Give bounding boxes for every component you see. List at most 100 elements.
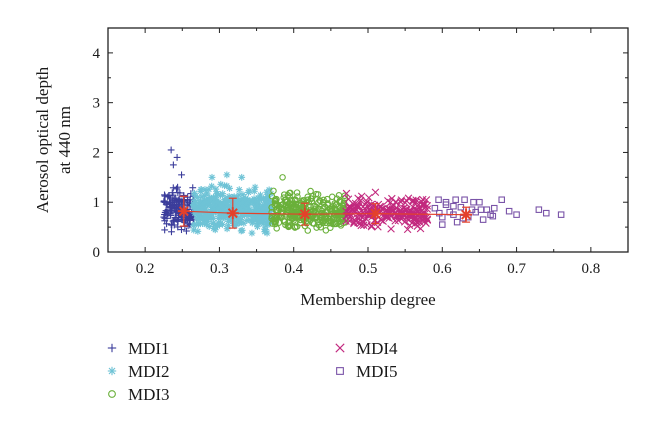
mdi3-point: [330, 202, 337, 210]
mdi5-point: [498, 196, 505, 204]
mdi3-point: [318, 209, 326, 217]
mdi5-point: [513, 211, 520, 218]
mdi4-point: [420, 201, 428, 209]
mdi3-point: [287, 211, 295, 219]
legend-item-mdi2: MDI2: [107, 362, 170, 381]
mdi1-point: [173, 154, 181, 161]
mdi2-point: [240, 200, 248, 208]
x-tick-label: 0.4: [284, 261, 303, 277]
mdi2-point: [203, 218, 211, 226]
mdi1-point: [185, 214, 193, 222]
mdi3-point: [286, 222, 294, 229]
legend-label: MDI1: [128, 339, 170, 358]
mdi1-point: [167, 146, 175, 154]
mdi1-point: [178, 226, 185, 234]
mdi3-point: [268, 192, 276, 200]
mean-marker: [460, 208, 473, 221]
mdi1-point: [168, 221, 176, 229]
mdi4-point: [357, 192, 366, 201]
mdi3-point: [279, 174, 286, 181]
mdi5-point: [439, 221, 446, 228]
mdi2-point: [191, 191, 199, 199]
mdi5-point: [431, 204, 439, 212]
mdi3-point: [273, 225, 280, 232]
mdi2-point: [209, 219, 217, 227]
mdi1-point: [160, 197, 168, 205]
mdi4-point: [394, 216, 403, 225]
mdi2-point: [194, 219, 202, 227]
mdi2-point: [190, 226, 198, 234]
mdi3-point: [310, 202, 317, 210]
x-axis-label: Membership degree: [300, 290, 435, 309]
mdi5-point: [479, 216, 487, 223]
mean-marker: [177, 205, 190, 218]
mdi2-point: [252, 205, 260, 213]
mdi2-point: [223, 171, 231, 179]
mdi4-point: [417, 207, 426, 215]
mdi3-point: [334, 212, 341, 219]
mdi5-point: [535, 206, 543, 213]
mdi2-point: [263, 199, 271, 207]
mdi5-point: [557, 211, 565, 218]
mdi4-point: [367, 222, 376, 231]
mdi2-point: [197, 199, 204, 206]
mdi1-point: [173, 185, 180, 193]
mdi5-point: [453, 218, 461, 226]
mdi2-point: [203, 213, 211, 220]
mdi3-point: [286, 193, 293, 201]
mdi1-point: [174, 183, 181, 191]
mdi2-point: [224, 222, 232, 230]
mdi3-legend-marker: [108, 390, 116, 398]
mdi1-point: [169, 202, 176, 210]
mdi5-point: [452, 196, 459, 204]
mdi5-point: [491, 204, 498, 212]
mdi5-point: [442, 198, 450, 206]
mdi4-point: [363, 221, 371, 229]
ticks-layer: 0.2 0.3 0.4 0.5 0.6 0.7 0.8 0 1 2 3 4: [93, 28, 629, 277]
mdi2-point: [210, 194, 217, 201]
mdi3-point: [270, 187, 277, 195]
mdi5-point: [477, 206, 485, 213]
mdi1-point: [178, 171, 185, 179]
mdi4-legend-marker: [335, 343, 345, 353]
legend: MDI1 MDI2 MDI3 MDI4 MDI5: [107, 339, 398, 404]
points-layer: [160, 146, 565, 237]
mdi4-point: [392, 197, 400, 206]
mdi2-point: [197, 186, 205, 193]
mdi3-point: [297, 201, 304, 209]
mdi1-point: [183, 227, 190, 235]
mdi1-point: [169, 161, 177, 169]
mdi1-point: [161, 217, 169, 225]
mdi2-point: [205, 185, 213, 193]
mdi3-point: [331, 211, 339, 219]
mdi4-point: [354, 203, 363, 211]
legend-label: MDI2: [128, 362, 170, 381]
mdi4-point: [342, 189, 351, 198]
mdi2-point: [209, 203, 217, 210]
mdi4-point: [386, 208, 395, 217]
mdi4-point: [370, 201, 379, 210]
y-tick-label: 4: [93, 46, 101, 62]
mdi5-point: [461, 196, 468, 204]
mdi5-point: [505, 207, 513, 215]
mdi4-point: [383, 208, 392, 217]
legend-label: MDI5: [356, 362, 398, 381]
mdi2-point: [251, 183, 259, 191]
mdi2-point: [253, 200, 261, 208]
mdi4-point: [417, 198, 426, 206]
x-tick-label: 0.5: [359, 261, 378, 277]
mean-layer: [177, 195, 473, 229]
mdi1-point: [168, 228, 175, 236]
mdi1-point: [174, 223, 182, 231]
mdi4-point: [359, 221, 368, 229]
mdi4-point: [412, 196, 420, 204]
mdi1-point: [161, 199, 169, 206]
legend-item-mdi5: MDI5: [336, 362, 398, 381]
x-tick-label: 0.3: [210, 261, 229, 277]
mdi4-point: [342, 217, 350, 225]
mdi5-point: [489, 212, 497, 220]
mdi1-point: [189, 184, 197, 192]
mdi3-point: [318, 216, 325, 224]
y-tick-label: 3: [93, 96, 101, 112]
mdi4-point: [416, 224, 425, 233]
